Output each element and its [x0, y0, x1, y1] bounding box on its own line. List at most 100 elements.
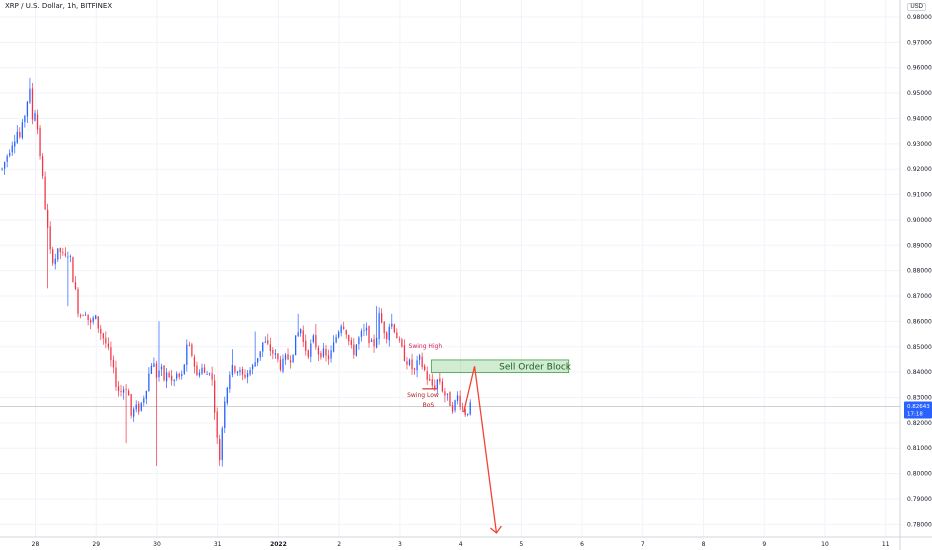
candle-body — [84, 314, 87, 316]
candle-body — [155, 363, 158, 378]
candle-body — [221, 428, 223, 460]
candle-body — [239, 370, 241, 373]
candle-body — [396, 332, 398, 339]
candle-body — [69, 256, 72, 257]
candle-body — [72, 257, 74, 283]
y-tick-label: 0.92000 — [907, 166, 932, 173]
candle-body — [100, 328, 102, 334]
candle-body — [439, 378, 441, 382]
candle-body — [97, 316, 99, 329]
x-tick-label: 8 — [702, 541, 706, 548]
candle-body — [292, 354, 294, 362]
x-tick-label: 9 — [762, 541, 766, 548]
candle-body — [431, 379, 433, 386]
y-tick-label: 0.85000 — [907, 344, 932, 351]
candle-body — [95, 315, 97, 319]
candle-body — [163, 365, 165, 381]
candle-body — [403, 345, 406, 362]
y-tick-label: 0.82000 — [907, 420, 932, 427]
candle-body — [145, 390, 147, 399]
candle-body — [401, 339, 403, 347]
candle-body — [467, 413, 469, 415]
candle-body — [305, 340, 307, 351]
candle-body — [214, 380, 216, 413]
candle-body — [31, 88, 34, 120]
candle-body — [317, 347, 320, 355]
candle-body — [254, 362, 256, 367]
candle-body — [122, 389, 125, 393]
candle-body — [36, 114, 39, 130]
candle-body — [135, 404, 137, 410]
candle-body — [264, 341, 266, 343]
candle-body — [54, 258, 56, 265]
candle-body — [193, 357, 196, 367]
candle-body — [360, 331, 363, 337]
candle-body — [143, 398, 145, 403]
candle-body — [373, 339, 375, 347]
candle-body — [322, 348, 325, 357]
candle-body — [138, 403, 140, 412]
candle-body — [434, 385, 436, 390]
candle-body — [464, 409, 466, 416]
x-tick-label: 10 — [821, 541, 829, 548]
candle-body — [424, 366, 426, 371]
candle-body — [358, 337, 360, 345]
candle-body — [87, 314, 89, 321]
candle-body — [24, 115, 26, 123]
y-tick-label: 0.96000 — [907, 65, 932, 72]
x-tick-label: 28 — [32, 541, 40, 548]
candle-body — [216, 411, 218, 438]
y-tick-label: 0.93000 — [907, 141, 932, 148]
candle-body — [231, 364, 234, 375]
candle-body — [325, 348, 327, 356]
candle-body — [173, 379, 175, 382]
candle-body — [320, 353, 322, 358]
candle-body — [224, 401, 226, 429]
candle-body — [398, 339, 401, 340]
candle-body — [150, 365, 153, 374]
candle-body — [92, 317, 94, 322]
candle-body — [229, 374, 231, 390]
candle-body — [393, 324, 395, 333]
current-price-value: 0.82643 — [907, 404, 930, 410]
candle-body — [64, 253, 67, 256]
candle-body — [14, 141, 16, 147]
candle-body — [130, 394, 132, 416]
y-tick-label: 0.95000 — [907, 90, 932, 97]
candle-body — [363, 330, 365, 332]
candle-body — [436, 379, 438, 389]
current-price-tag — [904, 401, 932, 419]
candle-body — [335, 336, 337, 343]
currency-badge[interactable]: USD — [907, 3, 926, 11]
candle-body — [269, 344, 271, 352]
candle-body — [284, 354, 287, 360]
candle-body — [302, 330, 304, 343]
candle-body — [287, 354, 289, 360]
candle-body — [1, 168, 3, 170]
candle-body — [62, 252, 64, 254]
y-tick-label: 0.79000 — [907, 496, 932, 503]
candle-body — [211, 373, 213, 380]
candle-body — [426, 371, 428, 380]
candle-body — [345, 330, 347, 335]
candle-body — [327, 355, 330, 360]
candle-body — [196, 365, 198, 376]
candle-body — [406, 361, 408, 365]
x-tick-label: 3 — [398, 541, 402, 548]
candle-body — [19, 132, 21, 137]
y-tick-label: 0.84000 — [907, 369, 932, 376]
x-tick-label: 11 — [882, 541, 890, 548]
candle-body — [186, 344, 188, 365]
candle-body — [307, 350, 309, 357]
candle-body — [413, 368, 416, 370]
candle-body — [74, 282, 77, 290]
candle-body — [140, 402, 142, 411]
candle-body — [176, 373, 178, 379]
candle-body — [49, 226, 51, 250]
candle-body — [446, 393, 449, 395]
candle-body — [219, 439, 221, 461]
candle-body — [368, 326, 370, 344]
candle-body — [441, 381, 444, 392]
